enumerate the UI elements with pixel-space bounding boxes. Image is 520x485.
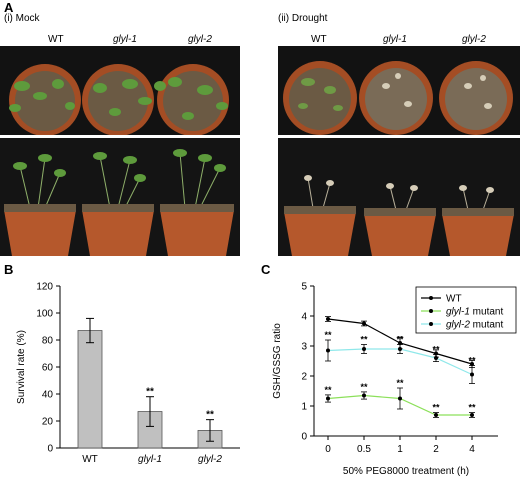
drought-label: (ii) Drought <box>278 13 328 24</box>
y-tick-label: 60 <box>42 363 54 374</box>
drought-top-photo <box>278 46 520 135</box>
data-point <box>362 393 366 398</box>
data-point <box>470 362 474 366</box>
data-point <box>470 372 474 377</box>
gsh-gssg-chart: 0 1 2 3 4 5 0 0.5 1 2 4 50% PEG8000 treatment (h) GS… <box>258 276 520 480</box>
drought-bottom-photo <box>278 138 520 256</box>
y-tick-label: 1 <box>301 402 307 413</box>
y-axis-label: GSH/GSSG ratio <box>272 323 283 399</box>
mock-bottom-photo <box>0 138 240 256</box>
x-tick-label: 0 <box>325 444 331 455</box>
y-tick-label: 2 <box>301 372 307 383</box>
significance-mark: ** <box>468 403 476 413</box>
y-tick-label: 5 <box>301 282 307 293</box>
data-point <box>434 413 438 417</box>
y-tick-label: 3 <box>301 342 307 353</box>
panel-b-letter: B <box>4 262 14 277</box>
data-point <box>362 321 366 326</box>
mock-genotype-glyl2: glyl-2 <box>188 34 212 45</box>
y-tick-label: 4 <box>301 312 307 323</box>
drought-genotype-glyl1: glyl-1 <box>383 34 407 45</box>
bar <box>77 330 103 449</box>
y-tick-label: 20 <box>42 417 54 428</box>
legend-label: WT <box>446 294 462 305</box>
significance-mark: ** <box>360 382 368 392</box>
legend-label: glyl-1 mutant <box>446 307 503 318</box>
x-axis-label: 50% PEG8000 treatment (h) <box>343 466 469 477</box>
legend-label: glyl-2 mutant <box>446 320 503 331</box>
y-tick-label: 100 <box>36 309 53 320</box>
mock-top-photo <box>0 46 240 135</box>
x-tick-label: glyl-2 <box>198 454 222 465</box>
significance-mark: ** <box>360 335 368 345</box>
drought-genotype-wt: WT <box>311 34 327 45</box>
data-point <box>398 396 402 401</box>
legend-swatch-marker <box>429 322 433 326</box>
data-point <box>362 347 366 351</box>
x-tick-label: 2 <box>433 444 439 455</box>
mock-genotype-wt: WT <box>48 34 64 45</box>
data-point <box>398 341 402 345</box>
y-tick-label: 0 <box>301 432 307 443</box>
data-point <box>434 356 438 360</box>
significance-mark: ** <box>206 410 214 421</box>
significance-mark: ** <box>146 387 154 398</box>
mock-genotype-glyl1: glyl-1 <box>113 34 137 45</box>
x-tick-label: glyl-1 <box>138 454 162 465</box>
x-tick-label: 4 <box>469 444 475 455</box>
significance-mark: ** <box>396 378 404 388</box>
y-axis-label: Survival rate (%) <box>16 330 27 404</box>
x-tick-label: WT <box>82 454 98 465</box>
legend: WT glyl-1 mutant glyl-2 mutant <box>415 286 517 334</box>
mock-label: (i) Mock <box>4 13 40 24</box>
significance-mark: ** <box>396 335 404 345</box>
panel-a-letter: A <box>4 0 14 15</box>
drought-genotype-glyl2: glyl-2 <box>462 34 486 45</box>
y-tick-label: 40 <box>42 390 54 401</box>
x-tick-label: 1 <box>397 444 403 455</box>
legend-swatch-marker <box>429 296 433 300</box>
data-point <box>398 347 402 351</box>
y-tick-label: 0 <box>47 444 53 455</box>
data-point <box>326 396 330 401</box>
data-point <box>470 413 474 417</box>
data-point <box>326 348 330 353</box>
significance-mark: ** <box>468 356 476 366</box>
significance-mark: ** <box>324 330 332 340</box>
data-point <box>326 317 330 321</box>
panel-c-letter: C <box>261 262 271 277</box>
legend-swatch-marker <box>429 309 433 313</box>
survival-rate-chart: 0 20 40 60 80 100 120 Survival rate (%) WT ** glyl… <box>0 276 250 480</box>
significance-mark: ** <box>432 344 440 354</box>
significance-mark: ** <box>324 385 332 395</box>
significance-mark: ** <box>432 403 440 413</box>
x-tick-label: 0.5 <box>357 444 371 455</box>
y-tick-label: 80 <box>42 336 54 347</box>
y-tick-label: 120 <box>36 282 53 293</box>
